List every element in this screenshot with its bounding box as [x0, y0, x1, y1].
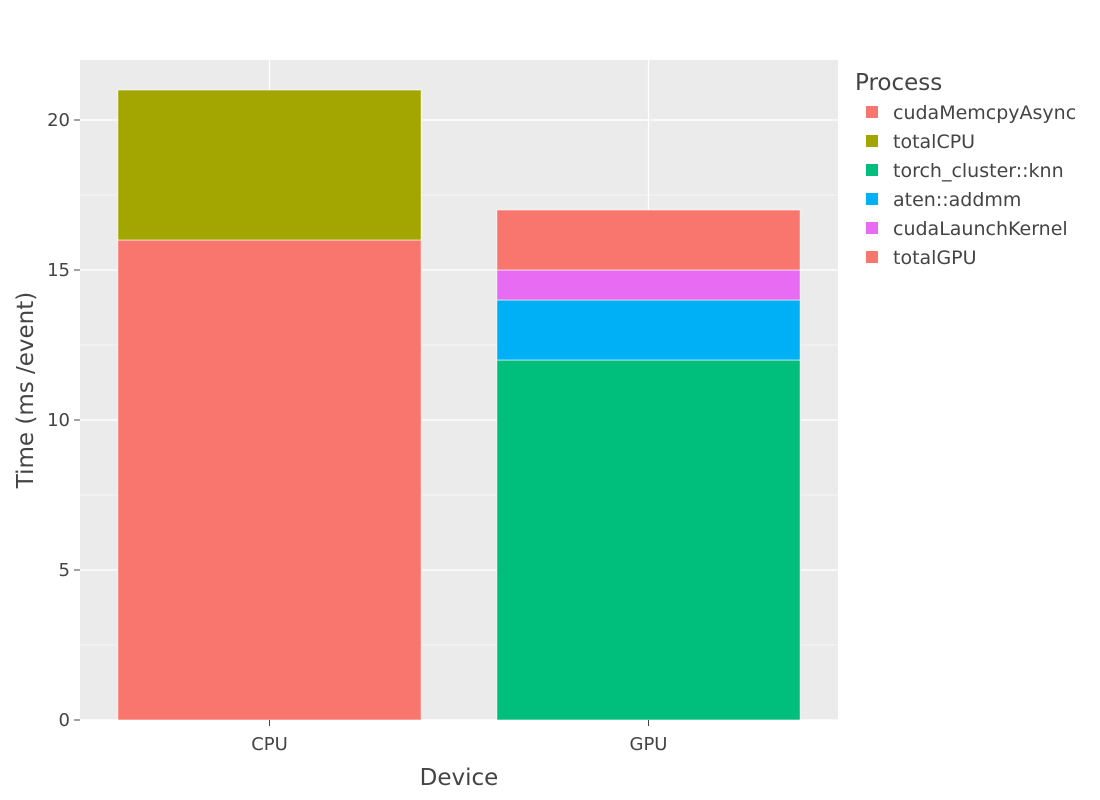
legend-label: totalCPU	[893, 131, 975, 153]
axis-layer: 0 5 10 15 20 CPU GPU	[47, 110, 667, 755]
legend-label: totalGPU	[893, 247, 977, 269]
legend-label: cudaMemcpyAsync	[893, 102, 1076, 124]
y-tick-label: 0	[59, 710, 70, 731]
bar-segment	[496, 359, 801, 721]
y-tick-label: 20	[47, 110, 70, 131]
x-axis-title: Device	[420, 765, 499, 791]
x-tick-label: GPU	[630, 734, 668, 755]
y-tick-label: 10	[47, 410, 70, 431]
bar-segment	[117, 89, 422, 241]
legend: Process cudaMemcpyAsynctotalCPUtorch_clu…	[855, 70, 1076, 269]
bar-segment	[496, 209, 801, 271]
bar-segment	[496, 299, 801, 361]
legend-label: cudaLaunchKernel	[893, 218, 1068, 240]
legend-swatch	[866, 251, 878, 263]
legend-label: aten::addmm	[893, 189, 1021, 211]
x-tick-label: CPU	[251, 734, 288, 755]
legend-swatch	[866, 193, 878, 205]
legend-label: torch_cluster::knn	[893, 160, 1064, 182]
y-tick-label: 5	[59, 560, 70, 581]
legend-swatch	[866, 164, 878, 176]
legend-swatch	[866, 106, 878, 118]
legend-swatch	[866, 135, 878, 147]
y-axis-title: Time (ms /event)	[13, 292, 39, 490]
bar-segment	[117, 239, 422, 721]
legend-swatch	[866, 222, 878, 234]
legend-title: Process	[855, 70, 942, 96]
bar-segment	[496, 269, 801, 301]
y-tick-label: 15	[47, 260, 70, 281]
legend-items: cudaMemcpyAsynctotalCPUtorch_cluster::kn…	[866, 102, 1076, 269]
bars-layer	[117, 89, 801, 721]
